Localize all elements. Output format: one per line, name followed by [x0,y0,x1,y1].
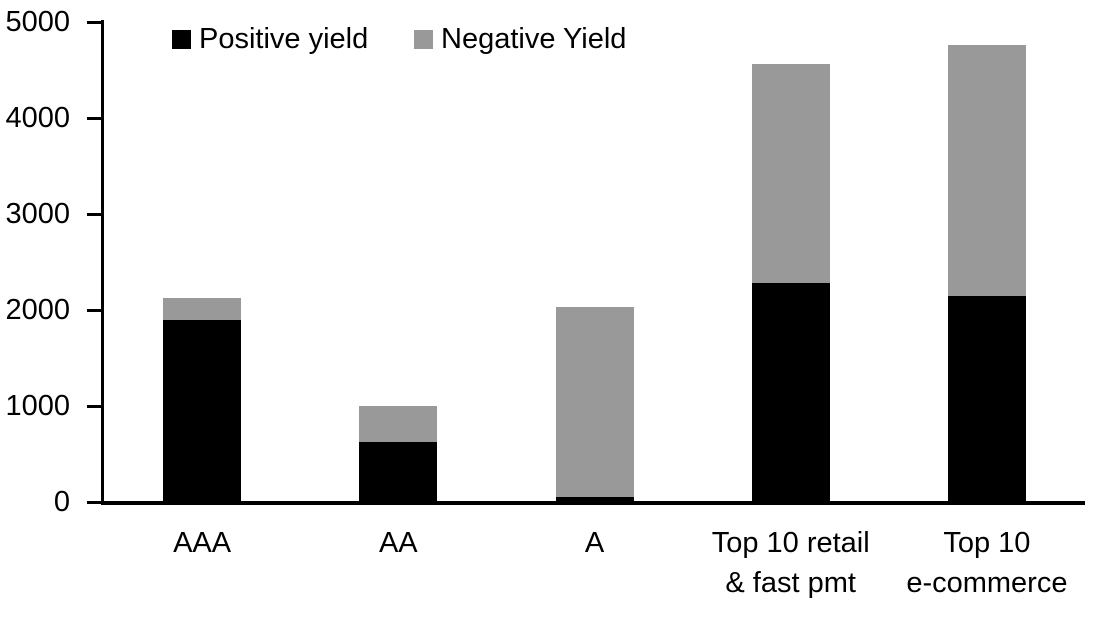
y-axis-tick [87,116,102,120]
y-axis-tick [87,500,102,504]
x-axis-category-label: AAA [173,527,232,559]
x-axis-category-label: A [584,527,605,559]
legend-label-negative-yield: Negative Yield [441,22,627,55]
bar-segment-positive-yield [555,497,634,502]
y-axis-tick-label: 2000 [5,294,70,326]
legend-swatch-positive-yield [172,29,191,49]
bar-segment-negative-yield [555,307,634,498]
bar-segment-positive-yield [163,319,242,502]
y-axis-tick-label: 1000 [5,390,70,422]
bar-segment-negative-yield [163,298,242,320]
y-axis-tick [87,212,102,216]
bar-segment-positive-yield [359,441,438,502]
x-axis-category-label: Top 10 retail & fast pmt [711,527,870,599]
bar-segment-positive-yield [751,283,830,502]
y-axis-tick [87,308,102,312]
bar-segment-negative-yield [751,64,830,284]
bar-segment-negative-yield [947,45,1026,296]
y-axis-tick [87,404,102,408]
x-axis-category-label: AA [378,527,418,559]
y-axis-tick-label: 4000 [5,102,70,134]
y-axis-tick-label: 3000 [5,198,70,230]
x-axis-line [101,501,1085,505]
legend-item-positive-yield: Positive yield [172,22,369,55]
y-axis-line [101,20,104,504]
y-axis-tick [87,20,102,24]
bar-segment-positive-yield [947,295,1026,502]
y-axis-tick-label: 0 [53,486,70,518]
y-axis-tick-label: 5000 [5,6,70,38]
legend-swatch-negative-yield [414,29,433,49]
bar-segment-negative-yield [359,406,438,442]
legend-label-positive-yield: Positive yield [199,22,369,55]
legend-item-negative-yield: Negative Yield [414,22,627,55]
x-axis-category-label: Top 10 e-commerce [906,527,1068,599]
